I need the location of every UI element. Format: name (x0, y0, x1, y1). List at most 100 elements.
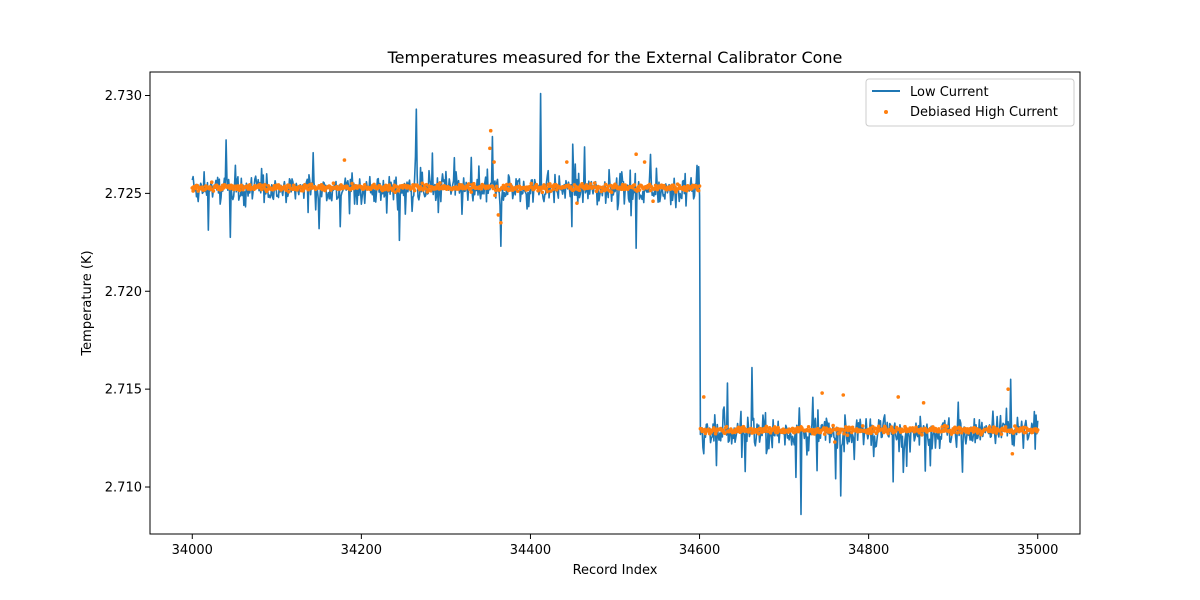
scatter-point (1006, 387, 1010, 391)
legend-box (865, 78, 1075, 127)
plot-area (149, 71, 1081, 535)
scatter-point (592, 181, 597, 185)
scatter-point (876, 424, 881, 429)
x-axis-ticks: 34000 34200 34400 34600 34800 35000 (172, 534, 1058, 558)
scatter-point (762, 429, 767, 433)
scatter-point (642, 160, 647, 164)
scatter-point (749, 426, 753, 431)
scatter-point (632, 183, 637, 187)
scatter-point (724, 424, 729, 429)
scatter-point (237, 188, 242, 193)
scatter-point (845, 433, 850, 437)
scatter-point (362, 182, 367, 187)
scatter-point (545, 189, 550, 194)
scatter-point (466, 182, 471, 186)
scatter-point (756, 431, 761, 436)
scatter-point (285, 186, 289, 190)
scatter-point (920, 432, 924, 437)
scatter-point (496, 213, 501, 217)
scatter-point (609, 190, 614, 194)
scatter-point (723, 431, 727, 436)
scatter-point (548, 189, 553, 193)
legend: Low Current Debiased High Current (865, 78, 1075, 127)
scatter-point (396, 188, 401, 193)
scatter-point (499, 220, 503, 225)
scatter-point (551, 187, 556, 191)
scatter-point (881, 427, 885, 432)
scatter-point (634, 152, 638, 157)
legend-label-low-current: Low Current (910, 85, 989, 100)
scatter-point (662, 183, 666, 188)
scatter-point (286, 190, 291, 194)
y-tick-label: 2.710 (105, 481, 142, 496)
scatter-point (673, 185, 677, 189)
x-tick-label: 34600 (679, 543, 720, 558)
scatter-point (263, 183, 267, 187)
scatter-point (342, 158, 347, 162)
scatter-point (492, 160, 496, 164)
series-scatter-debiased-high-current (190, 128, 1040, 456)
x-tick-label: 34000 (172, 543, 213, 558)
y-tick-label: 2.730 (105, 89, 142, 104)
scatter-point (515, 189, 520, 194)
scatter-point (956, 430, 961, 435)
scatter-point (685, 188, 689, 193)
scatter-point (987, 425, 992, 429)
scatter-point (548, 182, 552, 186)
scatter-point (697, 184, 702, 188)
scatter-point (438, 181, 442, 185)
scatter-point (999, 432, 1004, 436)
scatter-point (211, 189, 216, 193)
scatter-point (350, 181, 354, 186)
scatter-point (772, 425, 777, 429)
scatter-point (493, 193, 497, 198)
scatter-point (696, 188, 701, 193)
y-tick-label: 2.725 (105, 187, 142, 202)
scatter-point (949, 432, 954, 436)
scatter-point (391, 186, 396, 190)
scatter-point (580, 181, 584, 186)
scatter-point (619, 187, 624, 192)
scatter-point (428, 188, 433, 193)
x-tick-label: 34400 (510, 543, 551, 558)
scatter-point (806, 425, 811, 429)
scatter-point (494, 184, 499, 189)
scatter-point (200, 185, 205, 189)
scatter-point (588, 182, 593, 186)
scatter-point (831, 423, 835, 428)
scatter-point (952, 430, 956, 434)
scatter-point (331, 181, 336, 186)
scatter-point (764, 424, 769, 429)
scatter-point (994, 431, 999, 435)
scatter-point (1010, 451, 1015, 456)
scatter-point (488, 128, 493, 133)
chart-title: Temperatures measured for the External C… (387, 48, 843, 67)
scatter-point (822, 432, 827, 436)
scatter-point (841, 393, 846, 397)
scatter-point (883, 426, 888, 430)
scatter-point (209, 180, 214, 184)
x-tick-label: 35000 (1017, 543, 1058, 558)
scatter-point (469, 190, 474, 194)
x-tick-label: 34200 (341, 543, 382, 558)
y-tick-label: 2.720 (105, 285, 142, 300)
scatter-point (921, 401, 926, 405)
legend-dot-swatch (884, 110, 888, 114)
scatter-point (565, 160, 569, 164)
scatter-point (833, 440, 837, 444)
plot-frame (149, 71, 1081, 535)
scatter-point (491, 186, 496, 191)
scatter-point (637, 188, 642, 192)
scatter-point (323, 188, 327, 193)
scatter-point (860, 424, 865, 428)
scatter-point (540, 190, 545, 195)
scatter-point (191, 189, 195, 193)
scatter-point (193, 186, 198, 191)
scatter-point (842, 431, 846, 436)
scatter-point (488, 146, 492, 151)
scatter-point (914, 425, 918, 430)
scatter-point (820, 391, 824, 395)
scatter-point (420, 181, 425, 186)
scatter-point (886, 431, 890, 436)
scatter-point (231, 187, 236, 192)
